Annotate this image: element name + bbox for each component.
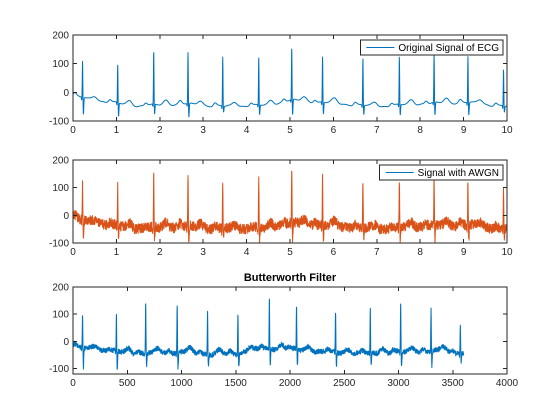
x-tick-label-2-3: 2 xyxy=(157,247,163,258)
x-tick-label-2-4: 3 xyxy=(200,247,206,258)
x-tick-label-3-3: 1000 xyxy=(170,378,193,389)
y-tick-label-3-4: 200 xyxy=(52,283,69,294)
y-tick-label-2-2: 0 xyxy=(63,211,69,222)
y-tick-label-2-4: 200 xyxy=(52,156,69,167)
x-tick-label-1-2: 1 xyxy=(114,125,120,136)
y-tick-label-3-2: 0 xyxy=(63,337,69,348)
y-tick-label-1-1: -100 xyxy=(49,117,69,128)
y-tick-label-3-3: 100 xyxy=(52,310,69,321)
x-tick-label-2-10: 9 xyxy=(461,247,467,258)
series-line-1-1 xyxy=(73,48,507,118)
series-line-3-1 xyxy=(73,298,465,370)
legend-box-1 xyxy=(359,39,504,56)
x-tick-label-3-1: 0 xyxy=(70,378,76,389)
x-tick-label-2-6: 5 xyxy=(287,247,293,258)
y-tick-label-2-3: 100 xyxy=(52,183,69,194)
x-tick-label-3-9: 4000 xyxy=(496,378,519,389)
x-tick-label-3-8: 3500 xyxy=(442,378,465,389)
axes-box-3 xyxy=(72,286,508,375)
legend-1: Original Signal of ECG xyxy=(359,39,504,56)
x-tick-label-1-3: 2 xyxy=(157,125,163,136)
chart-title-3: Butterworth Filter xyxy=(244,272,337,284)
x-tick-label-1-6: 5 xyxy=(287,125,293,136)
x-tick-label-2-5: 4 xyxy=(244,247,250,258)
x-tick-label-3-7: 3000 xyxy=(387,378,410,389)
x-tick-label-1-7: 6 xyxy=(331,125,337,136)
legend-box-2 xyxy=(379,164,504,181)
x-tick-label-1-1: 0 xyxy=(70,125,76,136)
x-tick-label-2-2: 1 xyxy=(114,247,120,258)
x-tick-label-1-8: 7 xyxy=(374,125,380,136)
y-tick-label-3-1: -100 xyxy=(49,364,69,375)
series-line-2-1 xyxy=(73,170,507,243)
x-tick-label-1-5: 4 xyxy=(244,125,250,136)
x-tick-label-1-11: 10 xyxy=(501,125,513,136)
x-tick-label-1-9: 8 xyxy=(417,125,423,136)
y-tick-label-1-4: 200 xyxy=(52,31,69,42)
y-tick-label-1-2: 0 xyxy=(63,88,69,99)
x-tick-label-2-8: 7 xyxy=(374,247,380,258)
chart-panel-3: 0 500 1000 1500 2000 2500 3000 3500 4000-1000100… xyxy=(49,272,519,389)
x-tick-label-3-4: 1500 xyxy=(225,378,248,389)
y-tick-label-2-1: -100 xyxy=(49,239,69,250)
x-tick-label-1-4: 3 xyxy=(200,125,206,136)
x-tick-label-3-5: 2000 xyxy=(279,378,302,389)
x-tick-label-3-2: 500 xyxy=(119,378,136,389)
legend-label-2: Signal with AWGN xyxy=(418,168,499,179)
x-tick-label-3-6: 2500 xyxy=(333,378,356,389)
legend-2: Signal with AWGN xyxy=(379,164,504,181)
x-tick-label-1-10: 9 xyxy=(461,125,467,136)
x-tick-label-2-1: 0 xyxy=(70,247,76,258)
x-tick-label-2-7: 6 xyxy=(331,247,337,258)
x-tick-label-2-9: 8 xyxy=(417,247,423,258)
legend-label-1: Original Signal of ECG xyxy=(398,43,499,54)
y-tick-label-1-3: 100 xyxy=(52,59,69,70)
x-tick-label-2-11: 10 xyxy=(501,247,513,258)
